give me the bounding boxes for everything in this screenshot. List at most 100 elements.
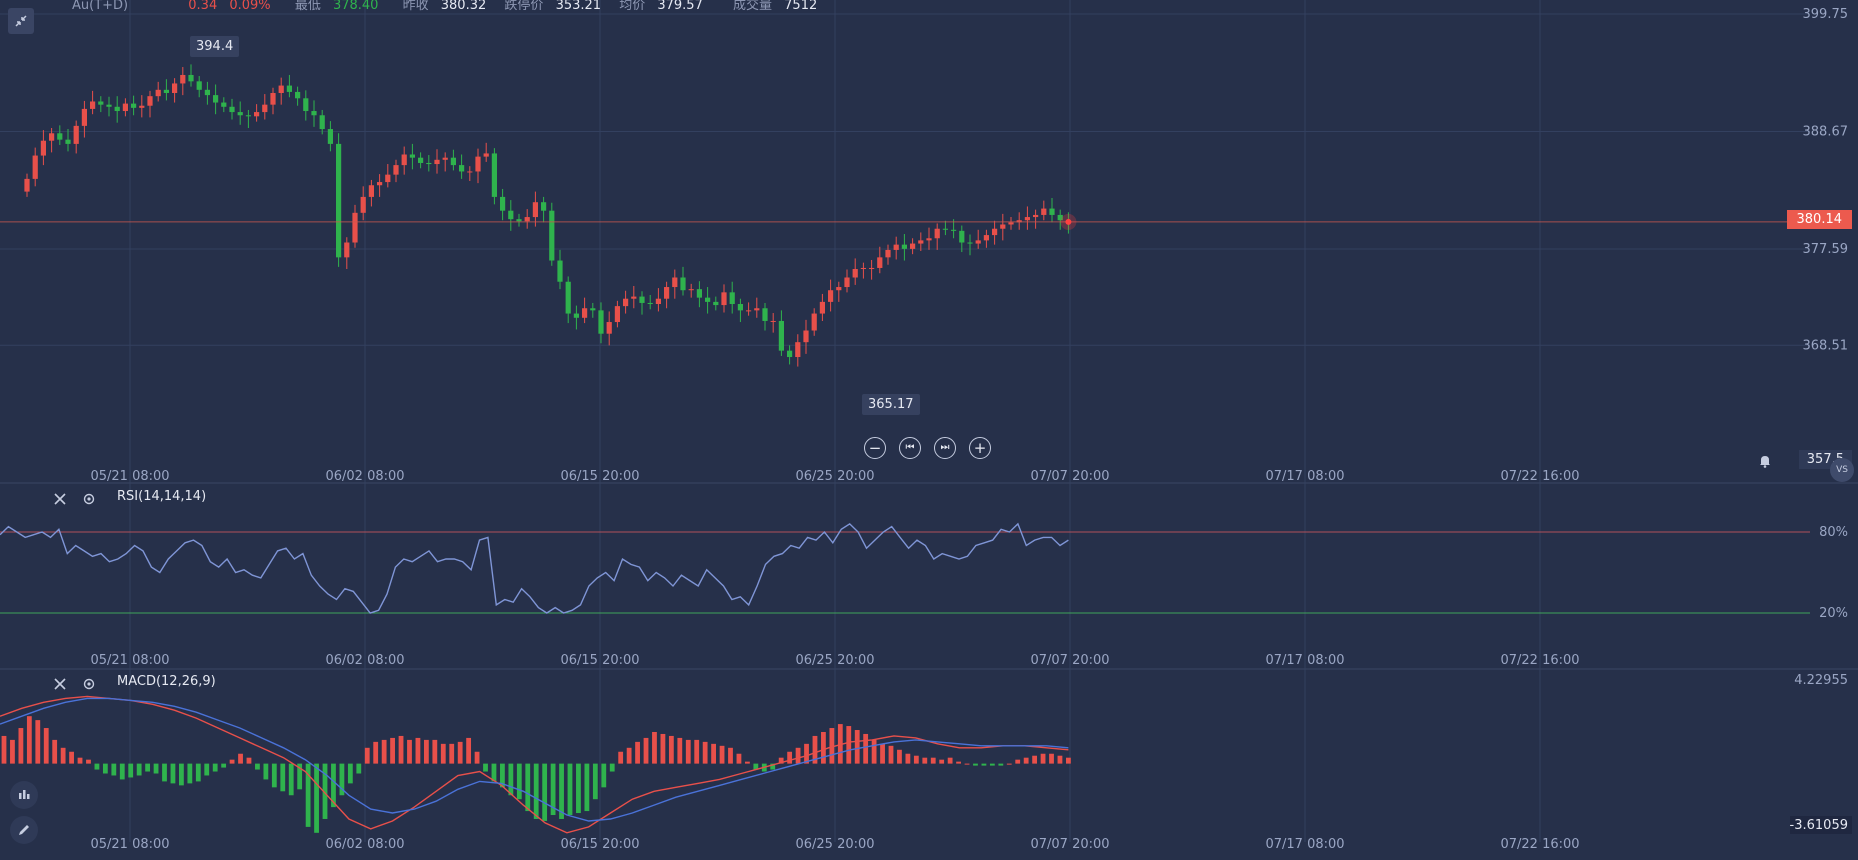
candle-body — [32, 155, 38, 179]
x-tick-label: 07/22 16:00 — [1500, 653, 1579, 668]
candle-body — [893, 244, 899, 250]
candle-body — [901, 244, 907, 249]
macd-histogram-bar — [804, 743, 809, 764]
candle-body — [237, 112, 243, 116]
macd-histogram-bar — [888, 745, 894, 764]
x-tick-label: 05/21 08:00 — [90, 469, 169, 484]
x-tick-label: 06/15 20:00 — [560, 837, 639, 852]
close-icon[interactable] — [47, 671, 73, 697]
candle-body — [254, 112, 260, 117]
candle-body — [311, 111, 317, 116]
price-axis-label: 399.75 — [1803, 7, 1849, 22]
macd-histogram-bar — [52, 739, 58, 764]
gear-icon[interactable] — [76, 671, 102, 697]
macd-histogram-bar — [592, 763, 598, 800]
macd-histogram-bar — [128, 763, 134, 778]
candle-body — [869, 267, 875, 269]
candle-body — [762, 308, 768, 321]
jump-end-button[interactable]: ⏭ — [934, 437, 956, 459]
candle-body — [598, 310, 604, 334]
candle-body — [57, 133, 63, 140]
price-axis-label: 377.59 — [1803, 242, 1849, 257]
macd-histogram-bar — [660, 733, 666, 764]
macd-histogram-bar — [930, 757, 936, 764]
candle-body — [951, 229, 957, 231]
price-axis-label: 368.51 — [1803, 338, 1849, 353]
macd-histogram-bar — [744, 761, 750, 764]
bell-icon[interactable] — [1752, 448, 1778, 474]
macd-histogram-bar — [787, 751, 793, 764]
macd-histogram-bar — [500, 763, 505, 788]
macd-histogram-bar — [913, 755, 919, 764]
macd-histogram-bar — [347, 763, 353, 784]
candle-body — [385, 174, 391, 183]
zoom-out-button[interactable]: − — [864, 437, 886, 459]
macd-histogram-bar — [601, 763, 607, 788]
candle-body — [1008, 222, 1014, 225]
macd-histogram-bar — [381, 739, 387, 764]
macd-histogram-bar — [559, 763, 564, 819]
macd-histogram-bar — [719, 745, 725, 764]
volume-label: 成交量 — [733, 0, 773, 13]
macd-histogram-bar — [635, 741, 640, 764]
candle-body — [40, 140, 46, 156]
macd-histogram-bar — [778, 757, 784, 764]
macd-histogram-bar — [314, 763, 319, 833]
candle-body — [122, 103, 128, 112]
macd-histogram-bar — [626, 747, 632, 764]
candle-body — [81, 108, 87, 126]
avg-value: 379.57 — [657, 0, 703, 13]
macd-axis-top: 4.22955 — [1794, 673, 1848, 688]
gear-icon[interactable] — [76, 486, 102, 512]
candlestick-icon[interactable] — [10, 781, 38, 809]
macd-histogram-bar — [170, 763, 176, 784]
candle-body — [409, 154, 415, 158]
candle-body — [139, 105, 145, 108]
candle-body — [713, 301, 719, 306]
candle-body — [852, 269, 858, 278]
macd-histogram-bar — [998, 763, 1004, 766]
macd-histogram-bar — [390, 737, 395, 764]
macd-histogram-bar — [145, 763, 151, 772]
candle-body — [983, 235, 989, 241]
macd-histogram-bar — [947, 757, 953, 764]
macd-histogram-bar — [821, 731, 826, 764]
macd-histogram-bar — [10, 739, 15, 764]
macd-histogram-bar — [212, 763, 218, 772]
rsi-lower-label: 20% — [1819, 606, 1848, 621]
candle-body — [475, 156, 481, 172]
low-value: 378.40 — [332, 0, 379, 13]
candle-body — [442, 157, 448, 160]
candle-body — [90, 101, 96, 109]
x-tick-label: 06/25 20:00 — [795, 653, 874, 668]
macd-histogram-bar — [973, 763, 978, 766]
rsi-panel-title: RSI(14,14,14) — [117, 489, 207, 504]
macd-histogram-bar — [162, 763, 167, 782]
prev-close-value: 380.32 — [440, 0, 487, 13]
candle-body — [65, 139, 71, 144]
candle-body — [918, 240, 924, 244]
macd-histogram-bar — [1057, 755, 1063, 764]
candle-body — [828, 290, 834, 302]
collapse-arrows-icon[interactable] — [8, 8, 34, 34]
pencil-icon[interactable] — [10, 816, 38, 844]
candle-body — [819, 301, 825, 314]
macd-histogram-bar — [26, 716, 32, 764]
candle-body — [885, 249, 891, 258]
close-icon[interactable] — [47, 486, 73, 512]
jump-start-button[interactable]: ⏮ — [899, 437, 921, 459]
zoom-in-button[interactable]: + — [969, 437, 991, 459]
macd-histogram-bar — [102, 763, 108, 774]
candle-body — [1057, 214, 1063, 221]
vs-icon[interactable]: VS — [1830, 458, 1854, 482]
macd-histogram-bar — [939, 759, 945, 764]
current-price-tag: 380.14 — [1786, 210, 1852, 229]
macd-histogram-bar — [179, 763, 184, 786]
macd-histogram-bar — [271, 763, 277, 788]
candle-body — [746, 310, 752, 312]
macd-histogram-bar — [846, 726, 852, 764]
macd-axis-bottom-bg — [1790, 816, 1852, 834]
low-label: 最低 — [294, 0, 321, 13]
